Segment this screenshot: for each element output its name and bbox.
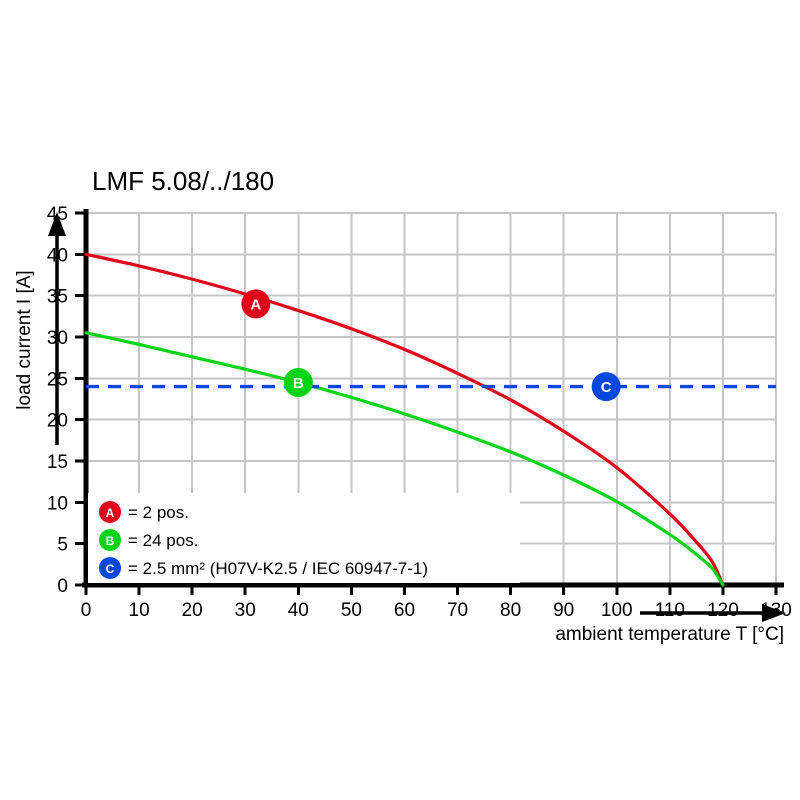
curve-marker-a: A	[241, 289, 271, 319]
curve-marker-b: B	[283, 367, 313, 397]
x-axis-arrow	[640, 604, 786, 622]
x-axis-label: ambient temperature T [°C]	[555, 624, 784, 645]
marker-circle	[591, 372, 621, 402]
series-curve-a	[84, 252, 725, 587]
chart-series	[84, 252, 776, 587]
legend-item: C = 2.5 mm² (H07V-K2.5 / IEC 60947-7-1)	[99, 557, 428, 579]
x-tick-label: 50	[341, 600, 362, 621]
legend-marker-b	[99, 529, 121, 551]
legend-marker-letter: C	[106, 562, 115, 576]
curve-marker-c: C	[591, 372, 621, 402]
marker-letter: C	[601, 379, 612, 396]
chart-legend: A = 2 pos. B = 24 pos. C = 2.5 mm² (H07V-K2.5…	[88, 493, 520, 583]
y-tick-label: 10	[47, 493, 68, 514]
legend-item-label: = 2.5 mm² (H07V-K2.5 / IEC 60947-7-1)	[128, 559, 428, 578]
y-tick-label: 15	[47, 452, 68, 473]
legend-background	[88, 493, 520, 583]
y-tick-label: 5	[57, 535, 68, 556]
y-tick-label: 0	[57, 576, 68, 597]
legend-item-label: = 24 pos.	[128, 531, 198, 550]
x-tick-label: 0	[81, 600, 92, 621]
legend-marker-letter: B	[106, 534, 115, 548]
chart-gridlines	[85, 212, 777, 586]
legend-item: B = 24 pos.	[99, 529, 198, 551]
page-title: LMF 5.08/../180	[92, 166, 274, 196]
chart-markers: A B C	[241, 289, 621, 402]
legend-marker-letter: A	[106, 506, 115, 520]
y-axis-label: load current I [A]	[14, 270, 35, 409]
x-tick-label: 30	[235, 600, 256, 621]
chart-tick-labels: 0510152025303540450102030405060708090100…	[47, 204, 792, 621]
legend-item-label: = 2 pos.	[128, 503, 189, 522]
marker-letter: A	[250, 296, 261, 313]
series-curve-b	[84, 331, 725, 587]
x-tick-label: 70	[447, 600, 468, 621]
x-tick-label: 120	[707, 600, 739, 621]
marker-circle	[283, 367, 313, 397]
x-tick-label: 110	[655, 600, 685, 621]
legend-marker-a	[99, 501, 121, 523]
marker-letter: B	[293, 375, 304, 392]
x-tick-label: 90	[553, 600, 574, 621]
x-tick-label: 60	[394, 600, 415, 621]
chart-axes	[75, 209, 784, 595]
marker-circle	[241, 289, 271, 319]
x-tick-label: 10	[129, 600, 150, 621]
x-tick-label: 20	[182, 600, 203, 621]
legend-item: A = 2 pos.	[99, 501, 189, 523]
legend-marker-c	[99, 557, 121, 579]
x-tick-label: 40	[288, 600, 309, 621]
x-tick-label: 80	[500, 600, 521, 621]
x-tick-label: 100	[601, 600, 633, 621]
y-axis-arrow	[48, 212, 66, 445]
